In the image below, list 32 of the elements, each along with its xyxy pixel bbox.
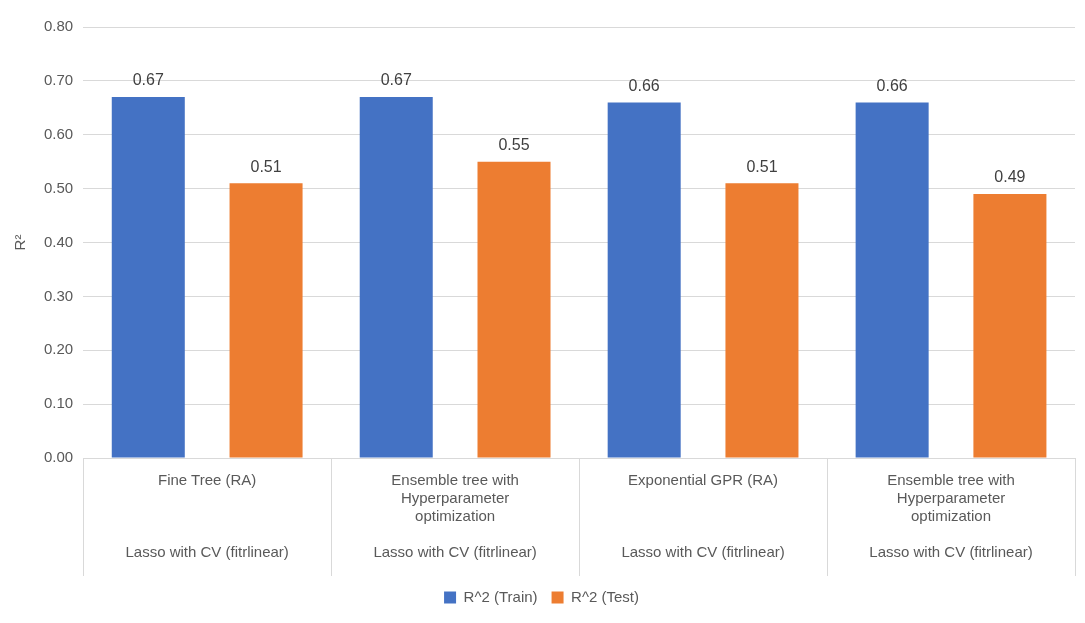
bar: [973, 194, 1047, 458]
legend-label: R^2 (Train): [463, 587, 538, 605]
data-label: 0.55: [498, 136, 530, 154]
y-tick-label: 0.60: [43, 124, 74, 142]
y-tick-label: 0.00: [43, 448, 74, 466]
y-tick-label: 0.10: [43, 394, 74, 412]
bar: [855, 102, 929, 458]
y-tick-label: 0.80: [43, 17, 74, 35]
bar: [229, 183, 303, 458]
y-axis-title: R²: [11, 234, 29, 251]
data-label: 0.66: [628, 76, 660, 94]
bar: [111, 97, 185, 458]
bar: [725, 183, 799, 458]
bar: [607, 102, 681, 458]
y-tick-label: 0.70: [43, 71, 74, 89]
bar: [359, 97, 433, 458]
data-label: 0.51: [250, 157, 282, 175]
data-label: 0.49: [994, 168, 1026, 186]
category-label: Ensemble tree with Hyperparameter optimization Lasso with CV (fitrlinear): [373, 471, 537, 561]
data-label: 0.66: [876, 76, 908, 94]
data-label: 0.51: [746, 157, 778, 175]
y-tick-label: 0.20: [43, 340, 74, 358]
legend-label: R^2 (Test): [571, 587, 639, 605]
y-tick-label: 0.40: [43, 232, 74, 250]
bar: [477, 161, 551, 458]
data-label: 0.67: [380, 71, 412, 89]
category-label: Fine Tree (RA) Lasso with CV (fitrlinear): [125, 471, 289, 561]
category-label: Exponential GPR (RA) Lasso with CV (fitrlinear): [621, 471, 785, 561]
category-label: Ensemble tree with Hyperparameter optimization Lasso with CV (fitrlinear): [869, 471, 1033, 561]
data-label: 0.67: [132, 71, 164, 89]
y-tick-label: 0.50: [43, 178, 74, 196]
y-tick-label: 0.30: [43, 286, 74, 304]
